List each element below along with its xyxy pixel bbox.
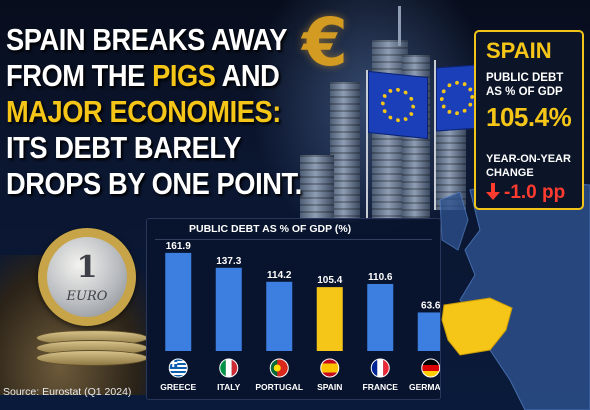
uk-landmass — [439, 191, 469, 251]
bar-greece — [165, 252, 192, 351]
card-change-text: -1.0 pp — [504, 182, 566, 203]
germany-flag-icon — [421, 358, 440, 378]
arrow-down-icon — [486, 183, 500, 200]
headline-line-5: DROPS BY ONE POINT. — [6, 166, 302, 201]
card-metric-label: PUBLIC DEBT AS % OF GDP — [486, 72, 564, 98]
bar-germany — [417, 312, 440, 351]
value-label-italy: 137.3 — [216, 256, 241, 267]
coin-stack — [36, 350, 148, 366]
source-note: Source: Eurostat (Q1 2024) — [3, 386, 132, 398]
card-yoy-label: YEAR-ON-YEAR CHANGE — [486, 153, 571, 179]
spain-stat-card: SPAIN PUBLIC DEBT AS % OF GDP 105.4% YEA… — [474, 30, 584, 210]
chart-title: PUBLIC DEBT AS % OF GDP (%) — [189, 223, 352, 235]
value-label-france: 110.6 — [368, 272, 393, 283]
category-label-greece: GREECE — [160, 382, 196, 392]
card-change-value: -1.0 pp — [486, 182, 565, 204]
category-label-italy: ITALY — [217, 382, 240, 392]
bar-spain — [316, 287, 343, 351]
eu-flag-icon — [368, 70, 428, 140]
chart-panel: PUBLIC DEBT AS % OF GDP (%) 161.9 GREECE 1… — [146, 218, 441, 400]
euro-symbol-icon: € — [302, 4, 348, 81]
coin-number: 1 — [76, 250, 98, 285]
flag-pole — [366, 70, 368, 220]
france-flag-icon — [370, 358, 390, 378]
bar-france — [367, 283, 394, 351]
headline-text: FROM THE — [6, 58, 153, 93]
italy-flag-icon — [219, 358, 239, 378]
bar-chart: 161.9 GREECE 137.3 ITALY 114.2 PORTUGAL 105.4 S… — [160, 241, 440, 392]
europe-landmass — [459, 180, 590, 410]
antenna — [398, 6, 401, 46]
headline-line-1: SPAIN BREAKS AWAY — [6, 22, 288, 57]
chart-title-divider — [155, 239, 432, 240]
headline: SPAIN BREAKS AWAY FROM THE PIGS AND MAJO… — [6, 22, 306, 202]
headline-line-2: FROM THE PIGS AND — [6, 58, 280, 94]
skyscraper — [300, 155, 334, 225]
eu-flag-icon — [436, 64, 478, 132]
spain-flag-icon — [320, 358, 340, 378]
value-label-germany: 63.6 — [421, 300, 440, 311]
portugal-flag-icon — [269, 358, 289, 378]
bar-portugal — [266, 281, 293, 351]
category-label-spain: SPAIN — [317, 382, 342, 392]
value-label-portugal: 114.2 — [267, 270, 292, 281]
headline-line-4: ITS DEBT BARELY — [6, 130, 241, 165]
headline-highlight: PIGS — [152, 58, 216, 93]
value-label-spain: 105.4 — [317, 275, 342, 286]
spain-highlight — [441, 297, 513, 356]
euro-coin: 1 EURO — [38, 228, 136, 326]
flag-pole — [434, 60, 436, 210]
category-label-france: FRANCE — [363, 382, 399, 392]
card-debt-value: 105.4% — [486, 102, 572, 132]
skyscraper — [330, 82, 360, 222]
card-country: SPAIN — [486, 38, 552, 63]
category-label-germany: GERMANY — [409, 382, 440, 392]
coin-label: EURO — [66, 289, 108, 304]
greece-flag-icon — [168, 358, 188, 378]
headline-line-3: MAJOR ECONOMIES: — [6, 94, 281, 129]
value-label-greece: 161.9 — [166, 241, 191, 252]
europe-map — [439, 180, 590, 410]
category-label-portugal: PORTUGAL — [255, 382, 303, 392]
bar-italy — [215, 267, 242, 351]
headline-text: AND — [215, 58, 280, 93]
